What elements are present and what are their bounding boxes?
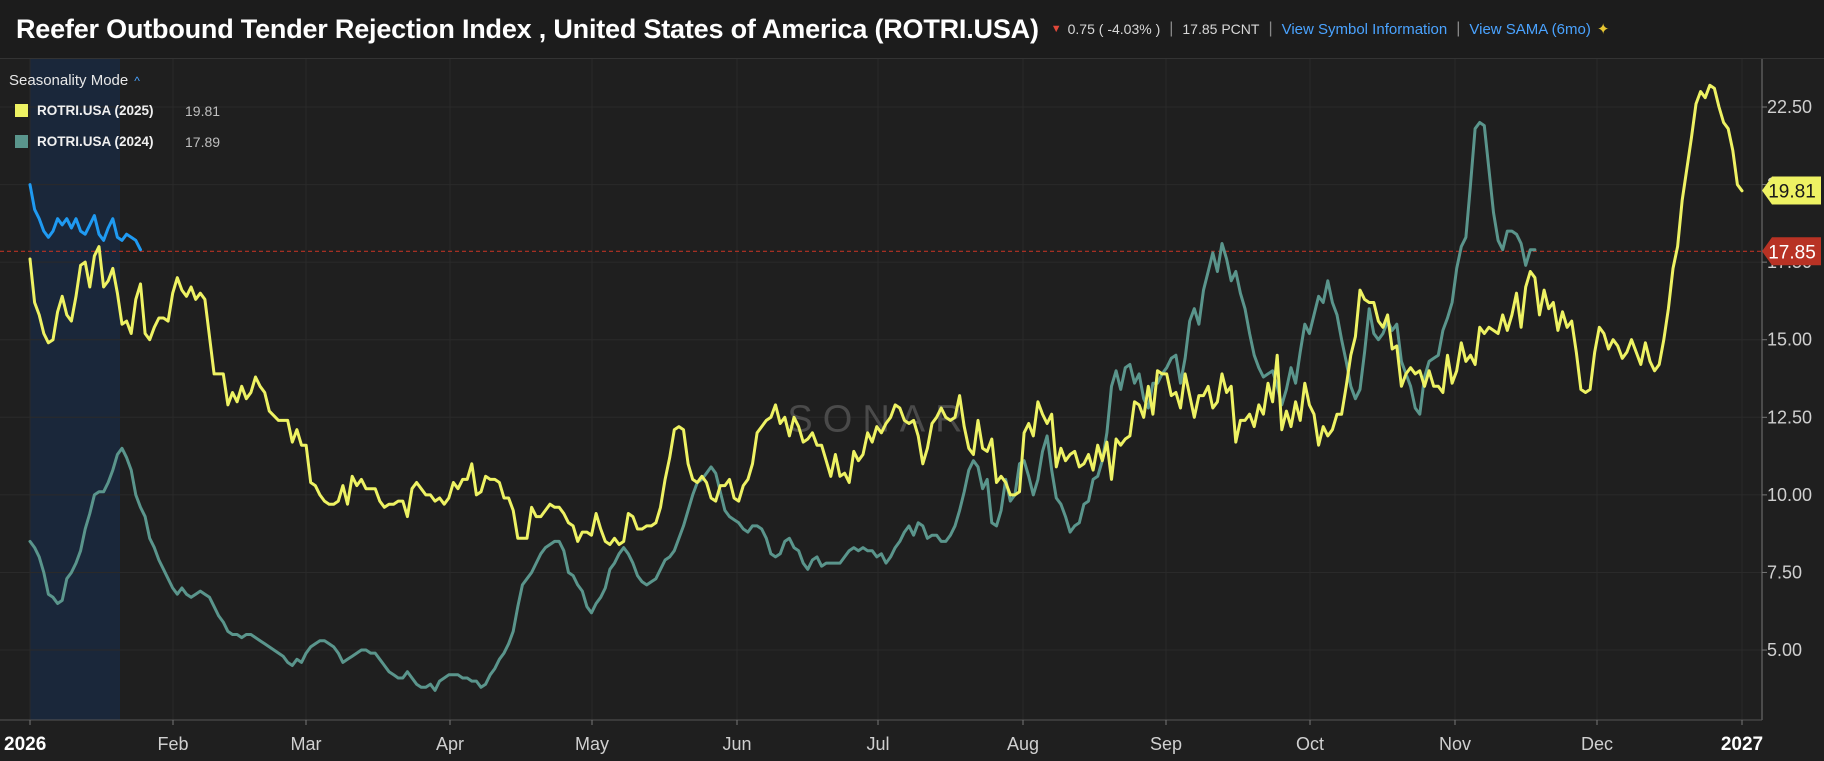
y-tick-label: 5.00 [1767,640,1802,660]
chart-title: Reefer Outbound Tender Rejection Index ,… [16,13,1039,44]
y-tick-label: 7.50 [1767,562,1802,582]
x-tick-label: Sep [1150,734,1182,754]
y-tick-label: 12.50 [1767,407,1812,427]
x-tick-label: Aug [1007,734,1039,754]
last-value-text: 17.85 [1768,242,1816,263]
x-tick-label: 2026 [4,734,46,755]
chevron-up-icon[interactable]: ^ [134,73,140,88]
seasonality-mode-toggle[interactable]: Seasonality Mode ^ [9,72,220,89]
legend-item[interactable]: ROTRI.USA (2025) 19.81 [9,95,220,126]
y-tick-label: 22.50 [1767,97,1812,117]
highlight-band [30,59,120,720]
down-arrow-icon: ▼ [1050,23,1062,35]
chart-trend-icon[interactable]: ✦ [1596,21,1610,38]
last-value-tag [1762,237,1821,266]
last-value-label: 19.81 [1762,176,1821,205]
last-value-tag [1762,176,1821,205]
view-sama-link[interactable]: View SAMA (6mo) [1469,20,1591,38]
x-tick-label: Feb [157,734,188,754]
x-tick-label: Nov [1439,734,1471,754]
x-tick-label: Jul [866,734,889,754]
y-tick-label: 10.00 [1767,485,1812,505]
series-line[interactable] [28,183,142,252]
divider: | [1169,20,1174,37]
change-value: 0.75 ( -4.03% ) [1067,21,1161,37]
change-readout: ▼ 0.75 ( -4.03% ) [1051,21,1161,37]
x-tick-label: 2027 [1721,734,1763,755]
chart-header: Reefer Outbound Tender Rejection Index ,… [0,0,1824,59]
legend-series-value: 17.89 [185,133,221,150]
legend-item[interactable]: ROTRI.USA (2024) 17.89 [9,126,220,157]
x-tick-label: Dec [1581,734,1613,754]
current-value: 17.85 PCNT [1182,21,1260,37]
x-tick-label: Jun [722,734,751,754]
legend-swatch [15,135,28,148]
last-value-label: 17.85 [1762,237,1821,266]
divider: | [1268,20,1273,37]
x-tick-label: Mar [291,734,322,754]
series-line[interactable] [28,83,1744,546]
x-tick-label: May [575,734,609,754]
legend: Seasonality Mode ^ ROTRI.USA (2025) 19.8… [9,72,220,157]
legend-series-name: ROTRI.USA (2025) [37,103,154,118]
x-tick-label: Apr [436,734,464,754]
watermark: SONAR [787,398,972,440]
x-tick-label: Oct [1296,734,1324,754]
plot-background [0,59,1824,761]
view-symbol-info-link[interactable]: View Symbol Information [1281,20,1448,38]
legend-series-value: 19.81 [185,102,221,119]
seasonality-chart[interactable]: SONAR22.5020.0017.5015.0012.5010.007.505… [0,59,1824,761]
last-value-text: 19.81 [1768,181,1816,202]
legend-series-name: ROTRI.USA (2024) [37,134,154,149]
y-tick-label: 15.00 [1767,330,1812,350]
legend-swatch [15,104,28,117]
series-line[interactable] [28,121,1537,692]
divider: | [1456,20,1461,37]
legend-title: Seasonality Mode [9,72,129,89]
